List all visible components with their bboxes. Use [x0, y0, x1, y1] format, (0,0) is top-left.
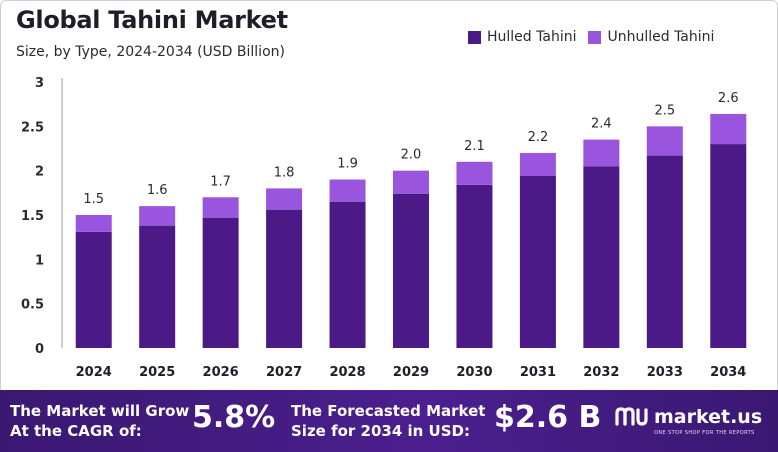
x-tick-label: 2033 [647, 365, 683, 380]
x-tick-label: 2024 [76, 365, 112, 380]
bar-hulled [139, 225, 176, 348]
bar-unhulled [710, 113, 747, 145]
legend-swatch-hulled [468, 30, 481, 44]
x-tick-label: 2030 [456, 365, 492, 380]
bar-unhulled [266, 188, 303, 210]
bar-unhulled [139, 206, 176, 226]
data-label-total: 2.2 [528, 130, 549, 145]
x-tick-label: 2025 [139, 365, 175, 380]
bar-unhulled [519, 152, 556, 176]
y-tick-label: 0 [35, 342, 44, 357]
chart-title: Global Tahini Market [16, 6, 288, 34]
bar-hulled [75, 231, 112, 348]
data-label-total: 1.7 [210, 174, 231, 189]
footer-banner: The Market will Grow At the CAGR of: 5.8… [0, 390, 778, 452]
y-tick-label: 2.5 [21, 120, 44, 135]
data-label-total: 1.9 [337, 157, 358, 172]
cagr-value: 5.8% [192, 400, 276, 435]
data-label-total: 2.0 [401, 148, 422, 163]
market-us-logo-icon [615, 407, 648, 426]
bar-hulled [202, 217, 239, 348]
bar-hulled [266, 209, 303, 348]
legend-item-unhulled: Unhulled Tahini [588, 29, 714, 45]
bar-hulled [710, 144, 747, 348]
bar-hulled [646, 155, 683, 348]
data-label-total: 1.8 [274, 165, 295, 180]
data-label-total: 2.1 [464, 139, 485, 154]
chart-subtitle: Size, by Type, 2024-2034 (USD Billion) [16, 44, 285, 60]
y-tick-label: 1 [35, 253, 44, 268]
legend-label-hulled: Hulled Tahini [487, 29, 577, 45]
x-tick-label: 2031 [520, 365, 556, 380]
bar-chart: 0 0.5 1 1.5 2 2.5 3 1.5 2024 1.6 2025 1.7 2026 1.8 202… [21, 76, 747, 380]
forecast-value: $2.6 B [494, 400, 602, 435]
x-tick-label: 2029 [393, 365, 429, 380]
y-tick-label: 1.5 [21, 209, 44, 224]
brand-tagline: ONE STOP SHOP FOR THE REPORTS [654, 430, 755, 436]
cagr-label: The Market will Grow At the CAGR of: [10, 402, 190, 440]
bar-unhulled [646, 126, 683, 156]
bar-unhulled [329, 179, 366, 202]
brand-logo: market.us ONE STOP SHOP FOR THE REPORTS [614, 404, 763, 436]
data-label-total: 1.6 [147, 183, 168, 198]
legend-swatch-unhulled [588, 30, 602, 44]
x-tick-label: 2026 [203, 365, 239, 380]
bar-unhulled [202, 197, 239, 218]
brand-name: market.us [654, 406, 763, 428]
x-tick-label: 2032 [583, 365, 619, 380]
y-tick-label: 2 [35, 165, 44, 180]
data-label-total: 2.5 [654, 103, 675, 118]
data-label-total: 2.6 [718, 91, 739, 106]
legend-item-hulled: Hulled Tahini [468, 29, 576, 45]
y-tick-label: 0.5 [21, 298, 44, 313]
y-tick-label: 3 [35, 76, 44, 91]
bar-hulled [329, 201, 366, 348]
data-label-total: 1.5 [83, 192, 104, 207]
bar-unhulled [393, 170, 429, 194]
x-tick-label: 2027 [266, 365, 302, 380]
bar-hulled [393, 193, 429, 348]
bar-unhulled [583, 139, 620, 167]
legend-label-unhulled: Unhulled Tahini [607, 29, 715, 45]
x-tick-label: 2034 [710, 365, 746, 380]
legend: Hulled Tahini Unhulled Tahini [468, 29, 726, 45]
bar-unhulled [456, 161, 493, 185]
bar-hulled [456, 184, 493, 348]
bar-unhulled [75, 215, 112, 232]
data-label-total: 2.4 [591, 117, 612, 132]
x-tick-label: 2028 [329, 365, 365, 380]
bar-hulled [519, 175, 556, 348]
bar-hulled [583, 166, 620, 348]
forecast-label: The Forecasted Market Size for 2034 in U… [291, 402, 486, 440]
